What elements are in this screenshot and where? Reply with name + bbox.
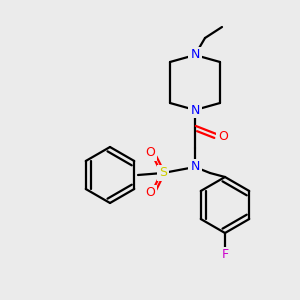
Text: N: N	[190, 49, 200, 62]
Text: N: N	[190, 103, 200, 116]
Text: F: F	[221, 248, 229, 262]
Text: S: S	[159, 167, 167, 179]
Text: O: O	[218, 130, 228, 143]
Text: N: N	[190, 160, 200, 173]
Text: O: O	[145, 146, 155, 160]
Text: O: O	[145, 187, 155, 200]
